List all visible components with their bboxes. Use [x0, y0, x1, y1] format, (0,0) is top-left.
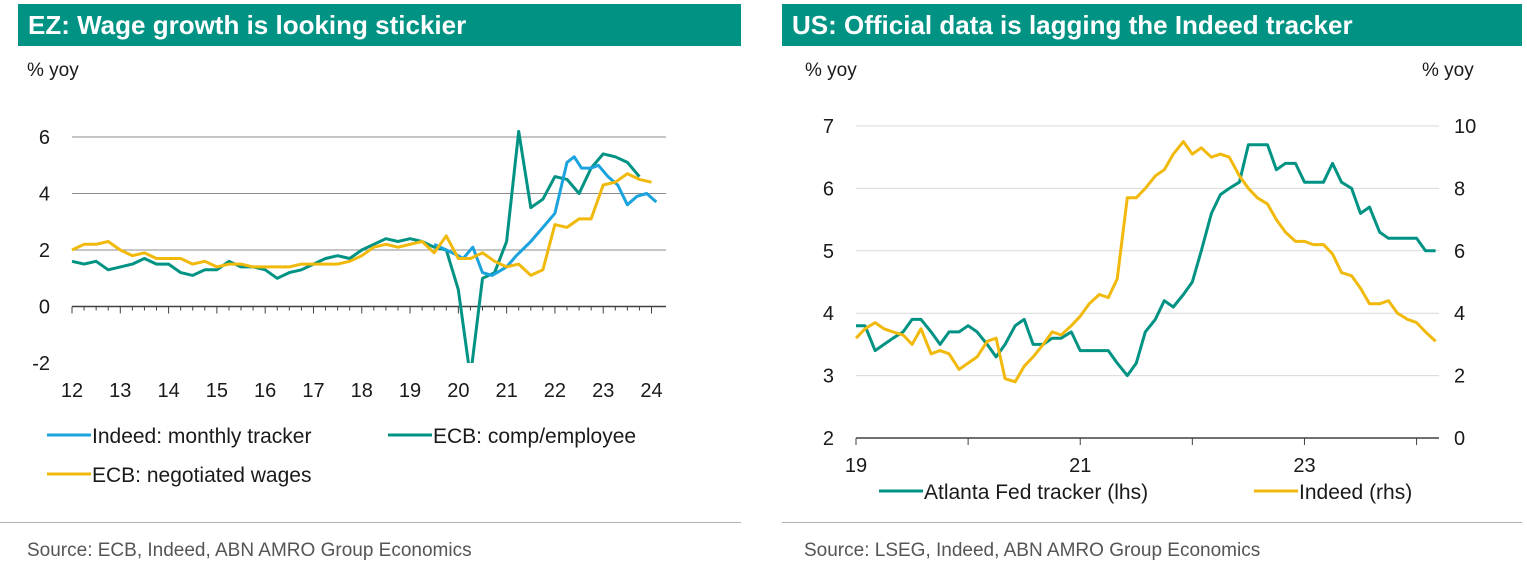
y-tick-label-right: 10: [1454, 116, 1476, 138]
y-tick-label: 2: [39, 240, 50, 262]
x-tick-label: 14: [157, 380, 179, 402]
y-tick-label-left: 2: [823, 428, 834, 450]
atlanta-fed-line: [856, 143, 1436, 378]
legend-ecb-negotiated-label: ECB: negotiated wages: [92, 464, 311, 487]
legend-indeed-label: Indeed: monthly tracker: [92, 425, 311, 448]
x-tick-label: 20: [447, 380, 469, 402]
y-tick-label-left: 7: [823, 116, 834, 138]
ez-wage-panel: EZ: Wage growth is looking stickier % yo…: [0, 0, 745, 575]
x-tick-label: 12: [61, 380, 83, 402]
us-wage-panel: US: Official data is lagging the Indeed …: [782, 0, 1527, 575]
y-tick-label-left: 4: [823, 303, 834, 325]
x-tick-label: 13: [109, 380, 131, 402]
x-tick-label: 21: [496, 380, 518, 402]
y-tick-label-right: 4: [1454, 303, 1465, 325]
x-tick-label: 15: [206, 380, 228, 402]
y-tick-label-right: 8: [1454, 178, 1465, 200]
us-wage-chart: 7 6 5 4 3 2 10 8 6 4 2 0 19 21 23 Atlanta Fed tracker (…: [823, 116, 1476, 504]
chart-title: US: Official data is lagging the Indeed …: [782, 4, 1522, 46]
y-tick-label-right: 0: [1454, 428, 1465, 450]
x-tick-label: 22: [544, 380, 566, 402]
ecb-comp-employee-line: [71, 129, 641, 363]
y-tick-label: 6: [39, 127, 50, 149]
x-tick-label: 17: [302, 380, 324, 402]
legend-ecb-comp-label: ECB: comp/employee: [433, 425, 636, 448]
divider: [782, 522, 1522, 523]
x-tick-label: 21: [1069, 455, 1091, 477]
y-axis-unit: % yoy: [27, 60, 79, 81]
y-axis-unit-right: % yoy: [1422, 60, 1474, 81]
y-tick-label-right: 6: [1454, 241, 1465, 263]
y-tick-label: -2: [32, 353, 50, 375]
y-tick-label-left: 6: [823, 178, 834, 200]
divider: [0, 522, 741, 523]
chart-title: EZ: Wage growth is looking stickier: [18, 4, 741, 46]
y-tick-label: 0: [39, 297, 50, 319]
source-note: Source: ECB, Indeed, ABN AMRO Group Econ…: [27, 540, 472, 561]
x-tick-label: 19: [845, 455, 867, 477]
legend-atlanta-fed-label: Atlanta Fed tracker (lhs): [924, 481, 1148, 504]
legend-indeed-rhs-label: Indeed (rhs): [1299, 481, 1412, 504]
x-tick-label: 23: [1293, 455, 1315, 477]
indeed-tracker-line: [433, 155, 658, 277]
y-tick-label: 4: [39, 184, 50, 206]
y-tick-label-left: 3: [823, 366, 834, 388]
ecb-negotiated-wages-line: [71, 172, 652, 277]
indeed-rhs-line: [854, 140, 1437, 384]
x-tick-label: 18: [351, 380, 373, 402]
x-tick-label: 23: [592, 380, 614, 402]
source-note: Source: LSEG, Indeed, ABN AMRO Group Eco…: [804, 540, 1261, 561]
x-tick-label: 19: [399, 380, 421, 402]
y-axis-unit-left: % yoy: [805, 60, 857, 81]
x-tick-label: 24: [640, 380, 662, 402]
y-tick-label-right: 2: [1454, 366, 1465, 388]
x-tick-label: 16: [254, 380, 276, 402]
y-tick-label-left: 5: [823, 241, 834, 263]
